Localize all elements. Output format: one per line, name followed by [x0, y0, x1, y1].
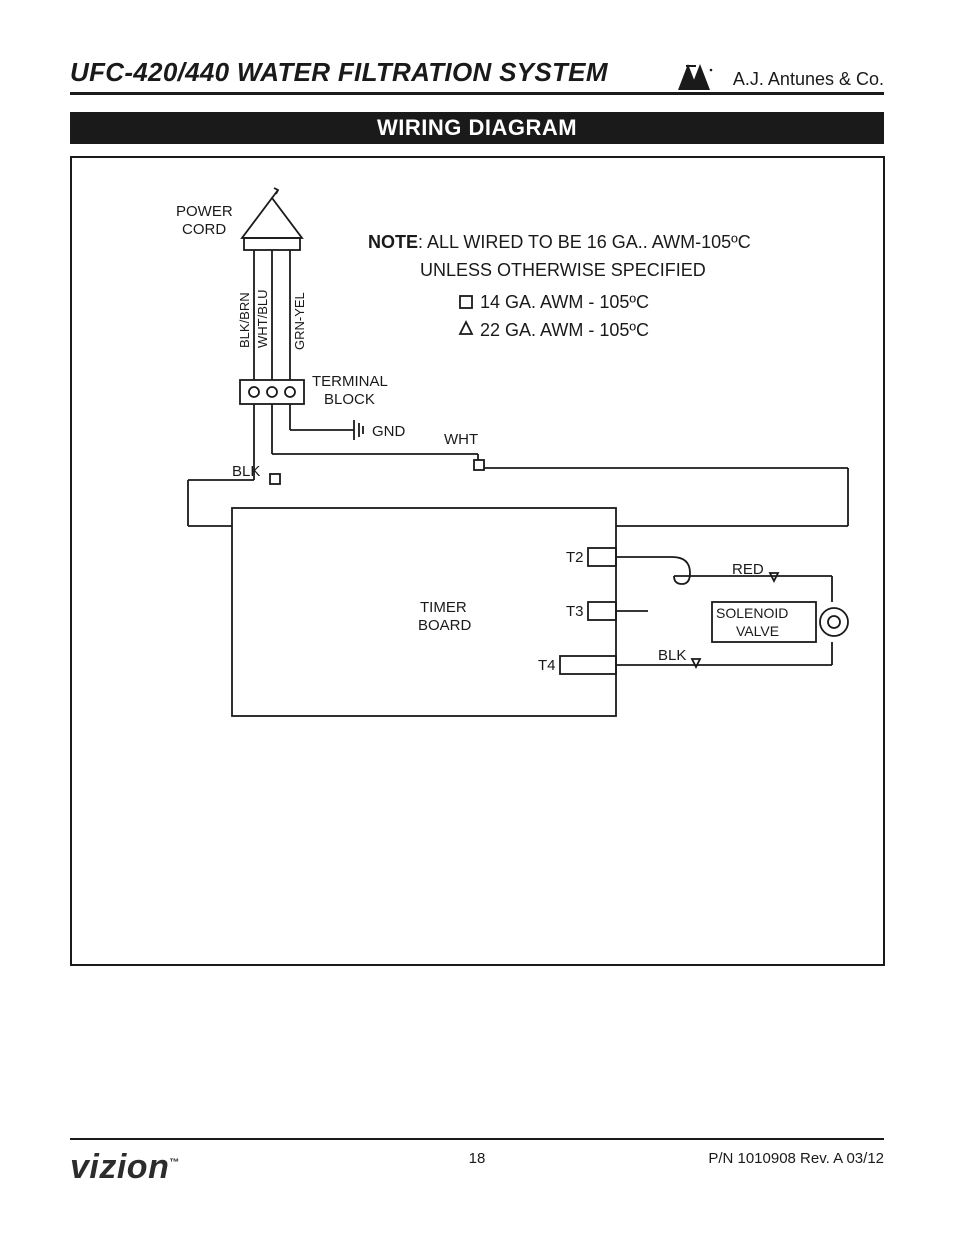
wire-wht-blu: WHT/BLU [255, 290, 270, 349]
company-logo-icon [674, 58, 714, 94]
power-cord-label-1: POWER [176, 203, 233, 220]
power-cord-label-2: CORD [182, 221, 226, 238]
terminal-block-l1: TERMINAL [312, 373, 388, 390]
blk-right-label: BLK [658, 647, 686, 664]
footer-rule [70, 1138, 884, 1140]
t2-label: T2 [566, 549, 584, 566]
timer-board-l1: TIMER [420, 599, 467, 616]
terminal-block-l2: BLOCK [324, 391, 375, 408]
section-title: WIRING DIAGRAM [70, 112, 884, 144]
note-line2: UNLESS OTHERWISE SPECIFIED [420, 260, 706, 280]
red-label: RED [732, 561, 764, 578]
page-title: UFC-420/440 WATER FILTRATION SYSTEM [70, 57, 608, 88]
wiring-diagram-frame: POWER CORD BLK/BRN WHT/BLU GRN-YEL TERMI… [70, 156, 885, 966]
wire-blk-brn: BLK/BRN [237, 292, 252, 348]
gnd-label: GND [372, 423, 406, 440]
wht-label: WHT [444, 431, 478, 448]
company-name: A.J. Antunes & Co. [733, 69, 884, 90]
wiring-diagram: POWER CORD BLK/BRN WHT/BLU GRN-YEL TERMI… [72, 158, 887, 968]
note-line3: 14 GA. AWM - 105ºC [480, 292, 649, 312]
header-rule [70, 92, 884, 95]
timer-board-l2: BOARD [418, 617, 472, 634]
note-line1: NOTE: ALL WIRED TO BE 16 GA.. AWM-105ºC [368, 232, 751, 252]
note-line4: 22 GA. AWM - 105ºC [480, 320, 649, 340]
solenoid-l2: VALVE [736, 623, 779, 639]
footer-revision: P/N 1010908 Rev. A 03/12 [708, 1150, 884, 1167]
blk-left-label: BLK [232, 463, 260, 480]
solenoid-l1: SOLENOID [716, 605, 788, 621]
wire-grn-yel: GRN-YEL [292, 292, 307, 350]
t4-label: T4 [538, 657, 556, 674]
t3-label: T3 [566, 603, 584, 620]
